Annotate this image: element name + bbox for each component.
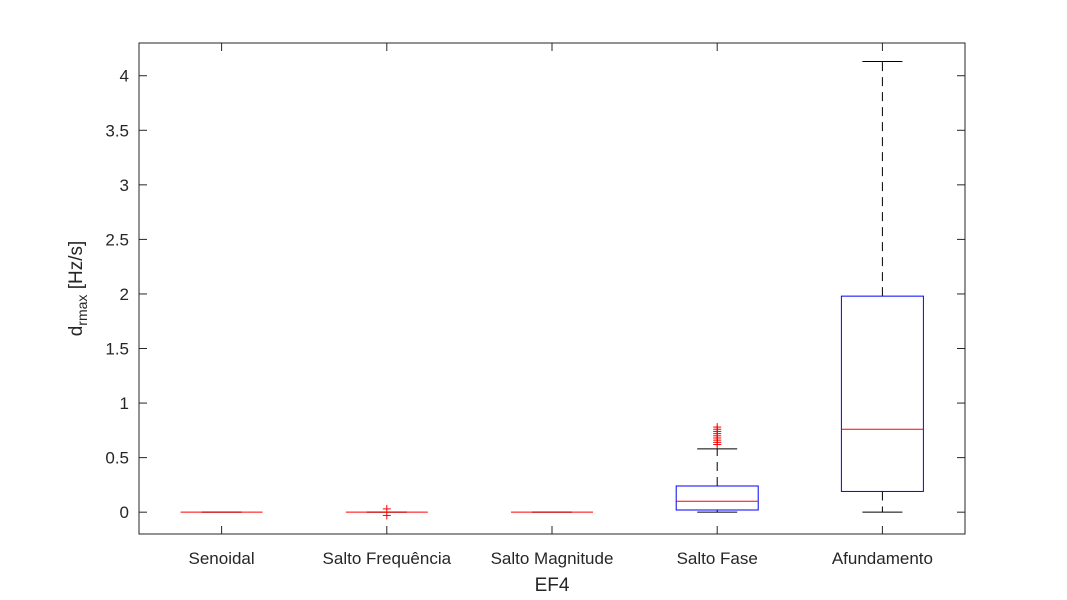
y-tick-label: 4 bbox=[120, 67, 129, 86]
y-axis-label-main: d bbox=[66, 326, 87, 337]
y-tick-label: 3 bbox=[120, 176, 129, 195]
y-tick-label: 0.5 bbox=[105, 449, 129, 468]
x-tick-label: Senoidal bbox=[189, 549, 255, 568]
x-axis-ticks: Senoidal Salto Frequência Salto Magnitude S… bbox=[189, 43, 933, 568]
x-tick-label: Salto Fase bbox=[677, 549, 758, 568]
y-axis-label-subscript: rmax bbox=[74, 295, 90, 326]
y-tick-label: 2.5 bbox=[105, 230, 129, 249]
y-tick-label: 1 bbox=[120, 394, 129, 413]
box-3 bbox=[675, 423, 759, 513]
y-tick-label: 3.5 bbox=[105, 121, 129, 140]
plot-area bbox=[138, 42, 966, 535]
box-1 bbox=[345, 504, 428, 520]
x-tick-label: Afundamento bbox=[832, 549, 933, 568]
x-tick-label: Salto Magnitude bbox=[491, 549, 614, 568]
y-tick-label: 0 bbox=[120, 503, 129, 522]
y-tick-label: 2 bbox=[120, 285, 129, 304]
x-tick-label: Salto Frequência bbox=[323, 549, 452, 568]
x-axis-label: EF4 bbox=[535, 575, 570, 596]
box-series bbox=[180, 61, 924, 520]
box-body bbox=[675, 485, 759, 511]
y-axis-label-unit: [Hz/s] bbox=[66, 241, 87, 295]
box-body bbox=[840, 295, 924, 492]
box-4 bbox=[840, 61, 924, 513]
y-axis-ticks: 0 0.5 1 1.5 2 2.5 3 3.5 4 bbox=[105, 67, 965, 522]
y-tick-label: 1.5 bbox=[105, 340, 129, 359]
y-axis-label: drmax [Hz/s] bbox=[66, 241, 90, 337]
